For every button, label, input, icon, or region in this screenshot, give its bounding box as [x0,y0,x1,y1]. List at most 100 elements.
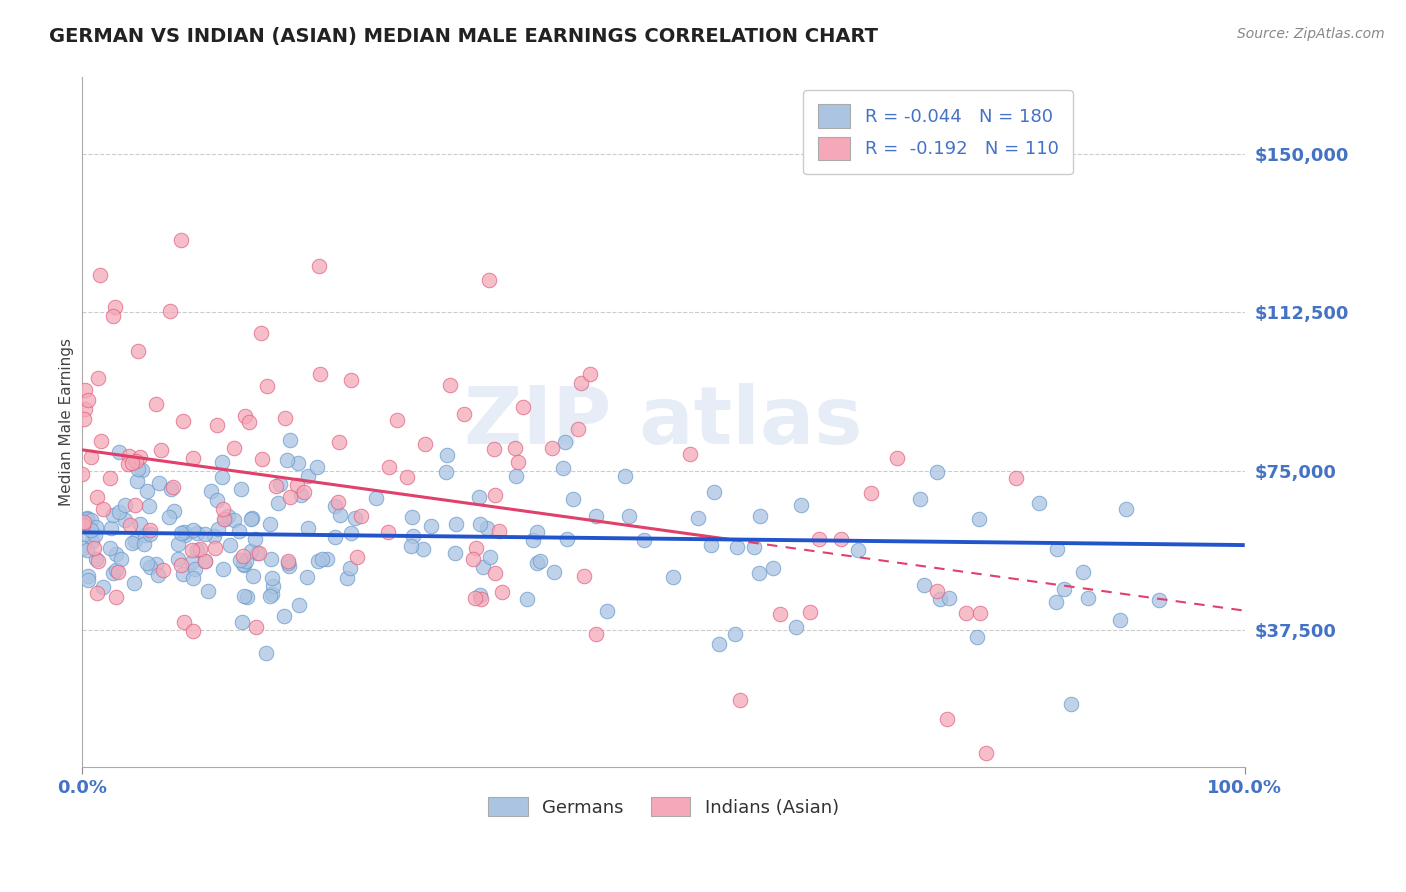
Point [329,508,352,522]
Point [808,532,831,546]
Point [436,448,458,462]
Point [444,546,467,560]
Point [401,540,423,554]
Point [86,490,108,504]
Point [86,371,108,385]
Point [464,591,486,606]
Point [232,558,254,572]
Point [89,268,111,282]
Point [98,471,121,485]
Point [1147,593,1170,607]
Point [229,553,252,567]
Point [104,563,127,577]
Point [91,580,114,594]
Point [80,450,103,465]
Point [163,504,186,518]
Point [162,480,184,494]
Point [238,415,260,429]
Point [505,441,527,455]
Point [181,571,204,585]
Point [262,579,284,593]
Point [76,543,98,558]
Point [181,524,204,538]
Text: Source: ZipAtlas.com: Source: ZipAtlas.com [1237,27,1385,41]
Point [554,435,576,450]
Point [76,511,98,525]
Point [1053,582,1076,596]
Point [297,469,319,483]
Point [614,468,637,483]
Point [260,552,283,566]
Point [292,484,315,499]
Text: ZIP atlas: ZIP atlas [464,384,863,461]
Point [118,450,141,464]
Point [308,368,330,382]
Point [211,455,233,469]
Point [1028,496,1050,510]
Point [134,537,156,551]
Point [250,326,273,341]
Point [928,592,950,607]
Text: GERMAN VS INDIAN (ASIAN) MEDIAN MALE EARNINGS CORRELATION CHART: GERMAN VS INDIAN (ASIAN) MEDIAN MALE EAR… [49,27,879,45]
Point [79,512,101,526]
Point [343,511,366,525]
Point [762,561,785,575]
Point [174,528,197,542]
Point [107,565,129,579]
Point [491,585,513,599]
Point [927,583,949,598]
Point [170,233,193,247]
Point [1005,470,1028,484]
Point [785,620,807,634]
Point [172,566,194,581]
Point [1071,566,1094,580]
Point [183,562,205,576]
Point [127,344,149,359]
Point [526,556,548,570]
Point [529,554,551,568]
Point [214,511,236,525]
Point [555,532,578,546]
Point [146,567,169,582]
Point [730,692,752,706]
Point [277,554,299,568]
Point [585,627,607,641]
Point [86,554,108,568]
Point [83,541,105,555]
Point [231,615,253,630]
Point [350,508,373,523]
Point [323,530,346,544]
Point [80,523,103,537]
Point [377,524,399,539]
Point [243,533,266,547]
Point [167,552,190,566]
Point [152,563,174,577]
Point [73,401,96,416]
Point [247,546,270,560]
Legend: Germans, Indians (Asian): Germans, Indians (Asian) [481,790,846,824]
Point [316,552,339,566]
Point [506,455,529,469]
Point [118,517,141,532]
Point [262,587,284,601]
Point [235,554,257,568]
Point [679,447,702,461]
Point [125,454,148,468]
Point [240,510,263,524]
Point [186,525,208,540]
Point [134,527,156,541]
Point [131,462,153,476]
Point [935,712,957,726]
Point [76,393,98,408]
Point [562,491,585,506]
Point [277,558,299,573]
Point [461,552,484,566]
Point [311,551,333,566]
Point [516,592,538,607]
Point [308,260,330,274]
Point [364,491,387,506]
Point [748,566,770,580]
Point [129,450,152,465]
Point [138,500,160,514]
Point [170,558,193,572]
